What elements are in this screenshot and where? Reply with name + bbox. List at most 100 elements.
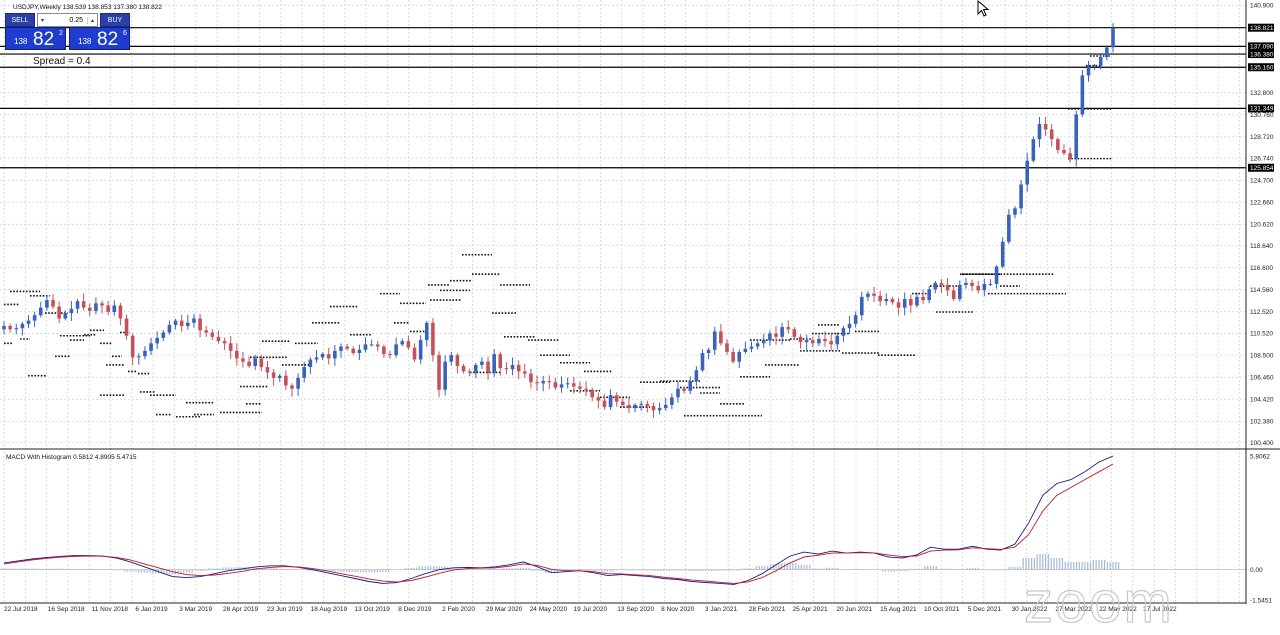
candle <box>192 314 196 328</box>
price-tick-label: 106.460 <box>1250 375 1274 382</box>
buy-price-pip: 6 <box>123 30 127 37</box>
candle <box>296 373 300 396</box>
spread-label: Spread = 0.4 <box>33 56 91 67</box>
candle <box>63 310 68 321</box>
candle <box>1037 116 1042 148</box>
level-price-tag <box>1248 163 1274 172</box>
candle <box>578 381 582 394</box>
date-tick-label: 24 May 2020 <box>530 606 568 613</box>
candle <box>725 339 729 356</box>
candle <box>339 343 343 358</box>
buy-price-main: 82 <box>97 29 119 50</box>
candle <box>124 314 129 340</box>
price-tick-label: 128.720 <box>1250 134 1274 141</box>
candle <box>1049 124 1054 147</box>
candle <box>670 393 674 410</box>
level-price-tag <box>1248 104 1274 113</box>
buy-price-button[interactable]: 138 82 6 <box>69 27 130 50</box>
candle <box>529 368 533 389</box>
candle <box>608 389 613 410</box>
date-tick-label: 15 Aug 2021 <box>880 606 917 613</box>
price-tick-label: 132.800 <box>1250 90 1274 97</box>
candle <box>81 293 86 311</box>
level-price-tag <box>1248 23 1274 32</box>
macd-tick-label: 0.00 <box>1250 567 1263 574</box>
candle <box>473 363 478 378</box>
candle <box>149 337 153 356</box>
candle <box>804 334 809 351</box>
candle <box>786 320 791 334</box>
range-markers <box>4 55 1112 418</box>
horizontal-levels[interactable] <box>0 27 1246 169</box>
candle <box>890 296 895 305</box>
candle <box>1007 209 1011 245</box>
candle <box>712 326 717 355</box>
candle <box>621 397 625 407</box>
candle <box>817 335 821 346</box>
price-tick-label: 140.900 <box>1250 3 1274 10</box>
level-price-tag <box>1248 63 1274 72</box>
date-tick-label: 6 Jan 2019 <box>135 606 168 613</box>
candle <box>706 347 711 360</box>
price-tick-label: 130.760 <box>1250 112 1274 119</box>
sell-button[interactable]: SELL <box>5 13 35 27</box>
lot-size-input[interactable]: ▾ 0.25 ▴ <box>37 13 98 27</box>
candle <box>602 394 607 410</box>
sell-price-button[interactable]: 138 82 2 <box>5 27 66 50</box>
lot-size-value[interactable]: 0.25 <box>69 16 83 24</box>
candle <box>1013 206 1017 219</box>
lot-increase-icon[interactable]: ▴ <box>87 16 97 24</box>
price-tick-label: 108.500 <box>1250 352 1274 359</box>
candle <box>14 323 19 335</box>
candle <box>1074 110 1079 167</box>
candle <box>333 344 337 366</box>
candle <box>939 278 944 293</box>
candle <box>302 361 307 383</box>
price-tick-label: 116.600 <box>1250 265 1273 272</box>
candle <box>161 330 166 341</box>
candle <box>382 344 386 359</box>
candle <box>970 279 974 292</box>
candle <box>584 381 588 397</box>
candle <box>369 339 374 347</box>
candle <box>596 392 601 409</box>
date-tick-label: 17 Jul 2022 <box>1143 606 1177 613</box>
sell-price-prefix: 138 <box>14 37 28 46</box>
candle <box>958 280 962 302</box>
date-tick-label: 13 Oct 2019 <box>354 606 390 613</box>
lot-decrease-icon[interactable]: ▾ <box>40 17 44 24</box>
candle <box>1019 180 1023 215</box>
buy-button[interactable]: BUY <box>100 13 130 27</box>
candle <box>431 318 435 362</box>
candle <box>590 387 594 402</box>
candle <box>798 334 803 349</box>
candle <box>1025 152 1030 192</box>
candle <box>75 298 80 314</box>
price-tick-label: 125.854 <box>1250 165 1274 172</box>
candle <box>106 300 110 316</box>
date-tick-label: 3 Mar 2019 <box>179 606 212 613</box>
candle <box>357 344 362 361</box>
candle <box>976 280 981 294</box>
date-tick-label: 2 Feb 2020 <box>442 606 475 613</box>
candle <box>449 351 454 366</box>
date-tick-label: 11 Nov 2018 <box>92 606 129 613</box>
candle <box>94 297 98 315</box>
candle <box>516 360 521 380</box>
candle <box>375 340 380 352</box>
candle <box>253 354 258 370</box>
candle <box>143 346 147 360</box>
candle <box>541 375 545 392</box>
price-tick-label: 104.420 <box>1250 397 1274 404</box>
candle <box>26 315 31 329</box>
date-tick-label: 20 Jun 2021 <box>836 606 872 613</box>
candle <box>988 279 993 287</box>
candle <box>388 350 392 359</box>
candle <box>412 343 417 362</box>
candle <box>663 397 668 411</box>
candle <box>198 314 202 338</box>
candle <box>486 356 490 380</box>
candle <box>100 300 104 314</box>
